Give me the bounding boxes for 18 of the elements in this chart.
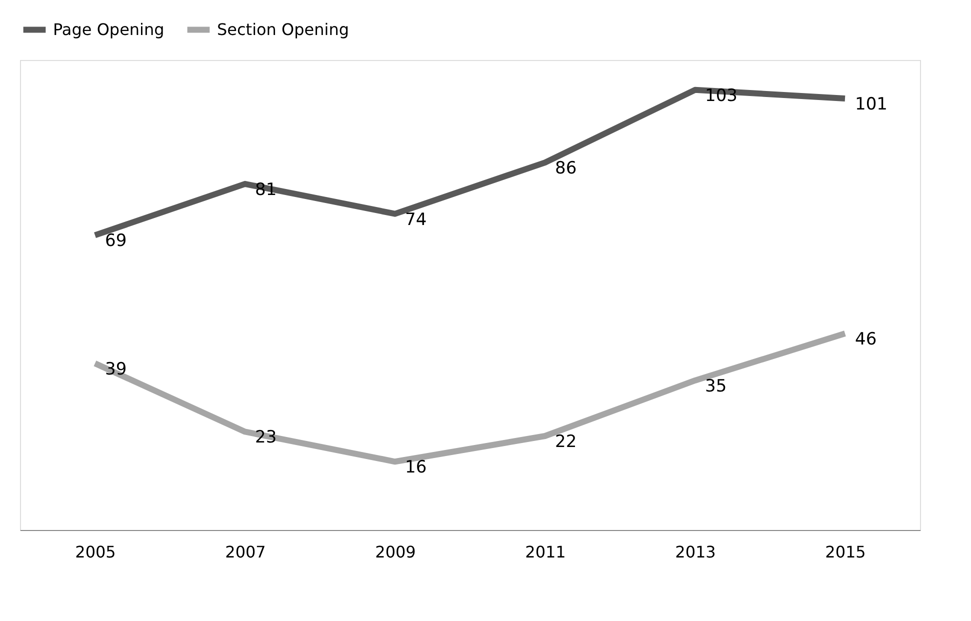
x-tick-label: 2011	[525, 542, 566, 562]
data-label: 46	[855, 329, 877, 350]
data-label: 16	[405, 458, 427, 478]
data-label: 35	[705, 376, 727, 396]
legend-label: Section Opening	[217, 20, 350, 39]
legend-label: Page Opening	[53, 20, 164, 39]
data-label: 101	[855, 94, 888, 114]
x-tick-label: 2013	[675, 542, 716, 562]
data-label: 86	[555, 158, 577, 179]
x-tick-label: 2005	[75, 542, 116, 562]
data-label: 69	[105, 231, 127, 252]
x-tick-label: 2009	[375, 542, 416, 562]
data-label: 22	[555, 432, 577, 452]
data-label: 23	[255, 428, 277, 448]
data-label: 39	[105, 359, 127, 380]
x-tick-label: 2007	[225, 542, 266, 562]
data-label: 74	[405, 210, 427, 230]
x-tick-label: 2015	[825, 542, 866, 562]
